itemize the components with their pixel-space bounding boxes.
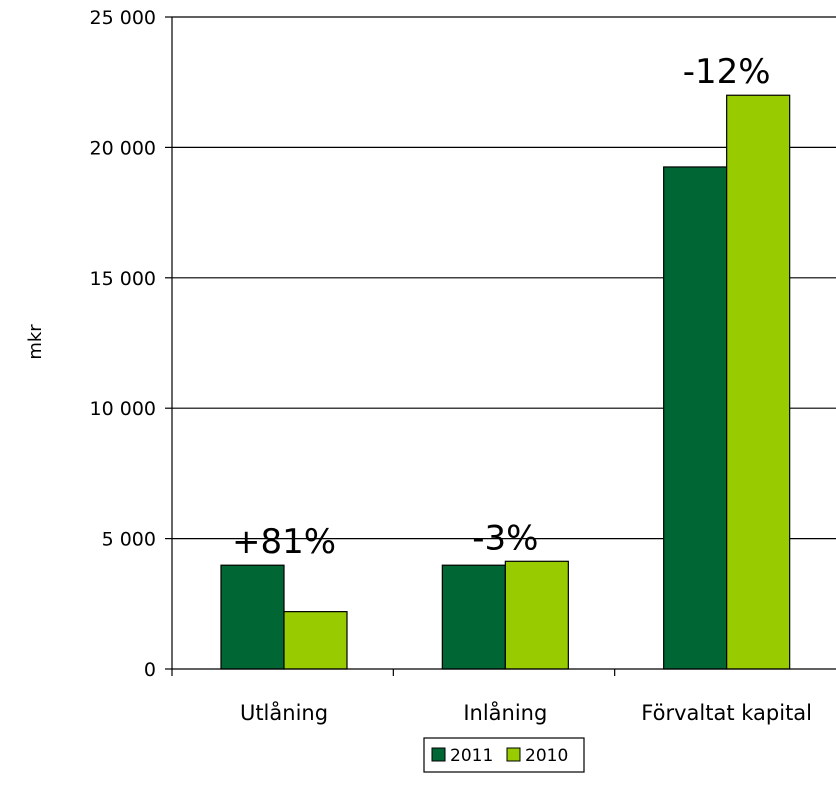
y-tick-label: 25 000: [90, 7, 156, 29]
x-tick-labels: Utlåning Inlåning Förvaltat kapital: [240, 700, 812, 725]
legend: 2011 2010: [423, 737, 585, 773]
legend-swatch: [506, 747, 521, 762]
y-tick-label: 20 000: [90, 137, 156, 159]
annotations: +81% -3% -12%: [232, 52, 771, 562]
y-tick-labels: 0 5 000 10 000 15 000 20 000 25 000: [90, 7, 156, 681]
x-tick-label: Inlåning: [463, 700, 547, 725]
legend-box: [423, 737, 585, 773]
y-tick-label: 10 000: [90, 398, 156, 420]
bars: [220, 94, 791, 670]
y-tick-label: 5 000: [102, 529, 156, 551]
bar-2011-0: [220, 564, 285, 670]
legend-swatch: [431, 747, 446, 762]
bar-2010-2: [726, 94, 791, 670]
x-tick-label: Förvaltat kapital: [641, 701, 812, 725]
axes: [165, 16, 836, 676]
legend-label: 2011: [450, 746, 493, 766]
y-tick-label: 0: [144, 659, 156, 681]
y-tick-label: 15 000: [90, 268, 156, 290]
legend-label: 2010: [525, 746, 568, 766]
bar-2010-1: [504, 560, 569, 670]
x-tick-label: Utlåning: [240, 700, 328, 725]
change-annotation: +81%: [232, 522, 336, 562]
change-annotation: -3%: [472, 518, 538, 558]
bar-2011-2: [663, 166, 728, 670]
change-annotation: -12%: [683, 52, 771, 92]
y-axis-label: mkr: [25, 324, 46, 360]
bar-2010-0: [283, 611, 348, 670]
bar-2011-1: [441, 564, 506, 670]
